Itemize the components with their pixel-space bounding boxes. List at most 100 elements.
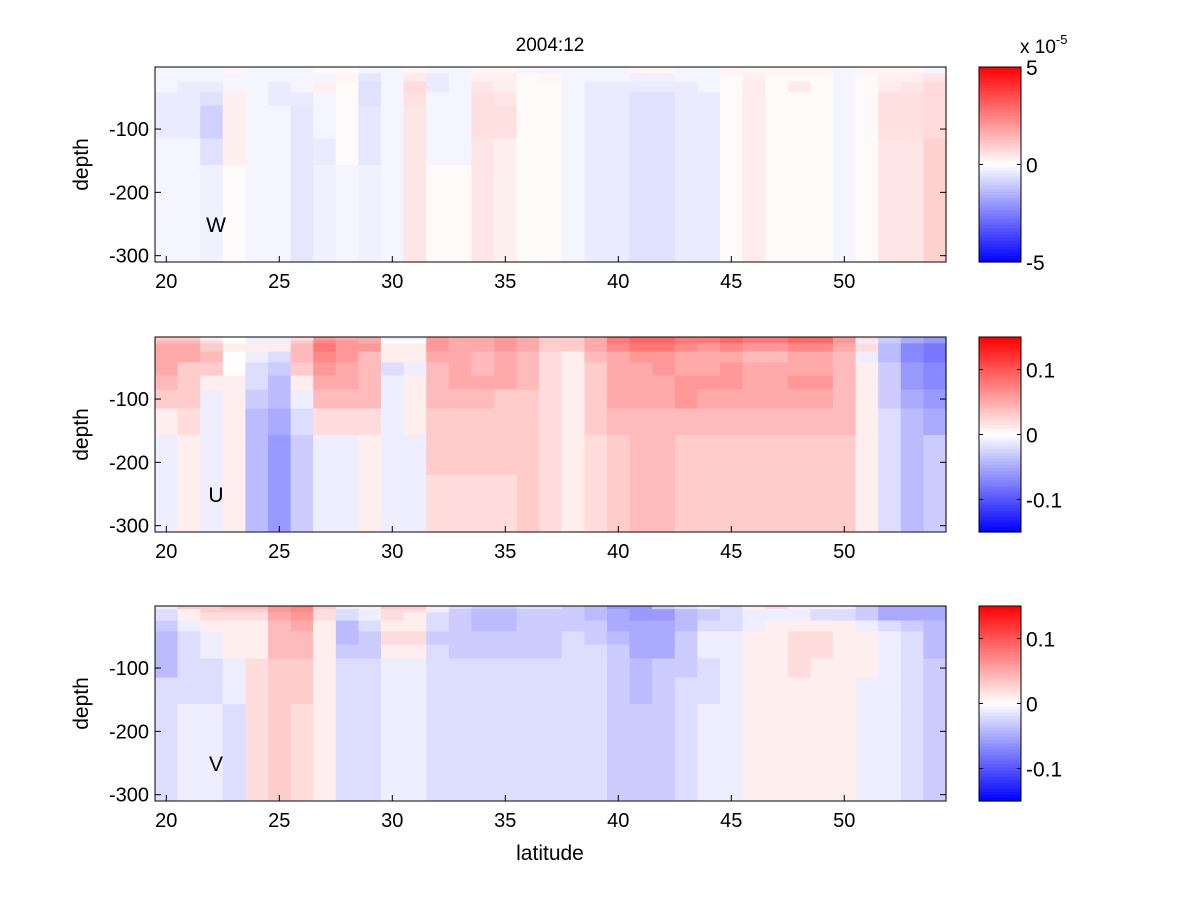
heatmap-cell — [516, 70, 540, 74]
heatmap-cell — [268, 435, 292, 476]
heatmap-cell — [268, 337, 292, 341]
heatmap-cell — [697, 658, 721, 679]
heatmap-cell — [358, 375, 382, 391]
heatmap-cell — [629, 389, 653, 410]
heatmap-cell — [448, 704, 472, 745]
heatmap-cell — [313, 165, 337, 206]
y-axis-label-w: depth — [70, 138, 93, 191]
heatmap-cell — [426, 606, 450, 610]
colorbar-multiplier: x 10-5 — [1020, 32, 1067, 58]
heatmap-cell — [810, 658, 834, 679]
heatmap-cell — [358, 92, 382, 107]
heatmap-cell — [313, 620, 337, 632]
heatmap-cell — [720, 435, 744, 476]
heatmap-cell — [561, 620, 585, 632]
heatmap-cell — [584, 138, 608, 166]
heatmap-cell — [471, 612, 495, 622]
heatmap-cell — [810, 644, 834, 660]
heatmap-cell — [313, 408, 337, 436]
heatmap-cell — [539, 67, 563, 71]
heatmap-cell — [177, 340, 201, 344]
x-tick-label: 25 — [268, 810, 290, 832]
heatmap-cell — [403, 362, 427, 377]
x-tick-label: 45 — [720, 271, 742, 293]
heatmap-cell — [810, 609, 834, 613]
y-ticks-w: -100 -200 -300 — [109, 119, 946, 268]
heatmap-cell — [358, 81, 382, 93]
colorbar-swatch — [979, 170, 1021, 175]
heatmap-cell — [607, 658, 631, 679]
heatmap-cell — [155, 644, 179, 660]
heatmap-cell — [426, 475, 450, 532]
heatmap-cell — [878, 620, 902, 632]
heatmap-cell — [335, 362, 359, 377]
colorbar-swatch — [979, 225, 1021, 230]
heatmap-cell — [448, 81, 472, 93]
heatmap-cell — [900, 620, 924, 632]
heatmap-cell — [539, 658, 563, 679]
heatmap-cell — [335, 375, 359, 391]
heatmap-cell — [584, 704, 608, 745]
colorbar-swatch — [979, 718, 1021, 723]
colorbar-swatch — [979, 376, 1021, 381]
heatmap-cell — [494, 631, 518, 646]
colorbar-swatch — [979, 210, 1021, 214]
heatmap-cell — [177, 389, 201, 410]
colorbar-swatch — [979, 694, 1021, 699]
heatmap-cell — [313, 475, 337, 532]
heatmap-cell — [222, 677, 246, 705]
heatmap-cell — [539, 435, 563, 476]
heatmap-cell — [245, 92, 269, 107]
colorbar-swatch — [979, 642, 1021, 647]
x-ticks-u: 20 25 30 35 40 45 50 — [155, 526, 855, 563]
heatmap-cell — [177, 744, 201, 801]
heatmap-cell — [833, 631, 857, 646]
heatmap-cell — [200, 67, 224, 71]
heatmap-cell — [245, 81, 269, 93]
heatmap-cell — [833, 105, 857, 121]
heatmap-cell — [268, 70, 292, 74]
colorbar-swatch — [979, 234, 1021, 239]
heatmap-cell — [155, 435, 179, 476]
heatmap-cell — [494, 343, 518, 353]
colorbar-swatch — [979, 721, 1021, 726]
colorbar-swatch — [979, 522, 1021, 527]
colorbar-swatch — [979, 669, 1021, 674]
heatmap-cell — [742, 105, 766, 121]
colorbar-swatch — [979, 391, 1021, 396]
heatmap-cell — [765, 389, 789, 410]
heatmap-cell — [697, 612, 721, 622]
heatmap-cell — [810, 362, 834, 377]
heatmap-cell — [629, 644, 653, 660]
heatmap-cell — [200, 644, 224, 660]
heatmap-cell — [855, 205, 879, 262]
heatmap-cell — [742, 165, 766, 206]
heatmap-cell — [561, 73, 585, 83]
heatmap-cell — [765, 631, 789, 646]
heatmap-cell — [290, 343, 314, 353]
colorbar-swatch — [979, 749, 1021, 753]
heatmap-cell — [471, 119, 495, 140]
heatmap-cell — [403, 609, 427, 613]
heatmap-cell — [516, 375, 540, 391]
heatmap-cell — [765, 435, 789, 476]
heatmap-cell — [833, 351, 857, 363]
heatmap-cell — [855, 435, 879, 476]
colorbar-swatch — [979, 495, 1021, 500]
heatmap-cell — [177, 375, 201, 391]
heatmap-cell — [652, 67, 676, 71]
heatmap-cell — [516, 362, 540, 377]
heatmap-cell — [561, 435, 585, 476]
heatmap-cell — [629, 620, 653, 632]
heatmap-cell — [765, 475, 789, 532]
heatmap-cell — [222, 375, 246, 391]
heatmap-cell — [426, 704, 450, 745]
heatmap-cell — [381, 73, 405, 83]
colorbar-swatch — [979, 477, 1021, 481]
heatmap-cell — [697, 351, 721, 363]
heatmap-cell — [403, 408, 427, 436]
heatmap-cell — [584, 70, 608, 74]
heatmap-cell — [584, 435, 608, 476]
heatmap-cell — [652, 475, 676, 532]
heatmap-cell — [313, 70, 337, 74]
